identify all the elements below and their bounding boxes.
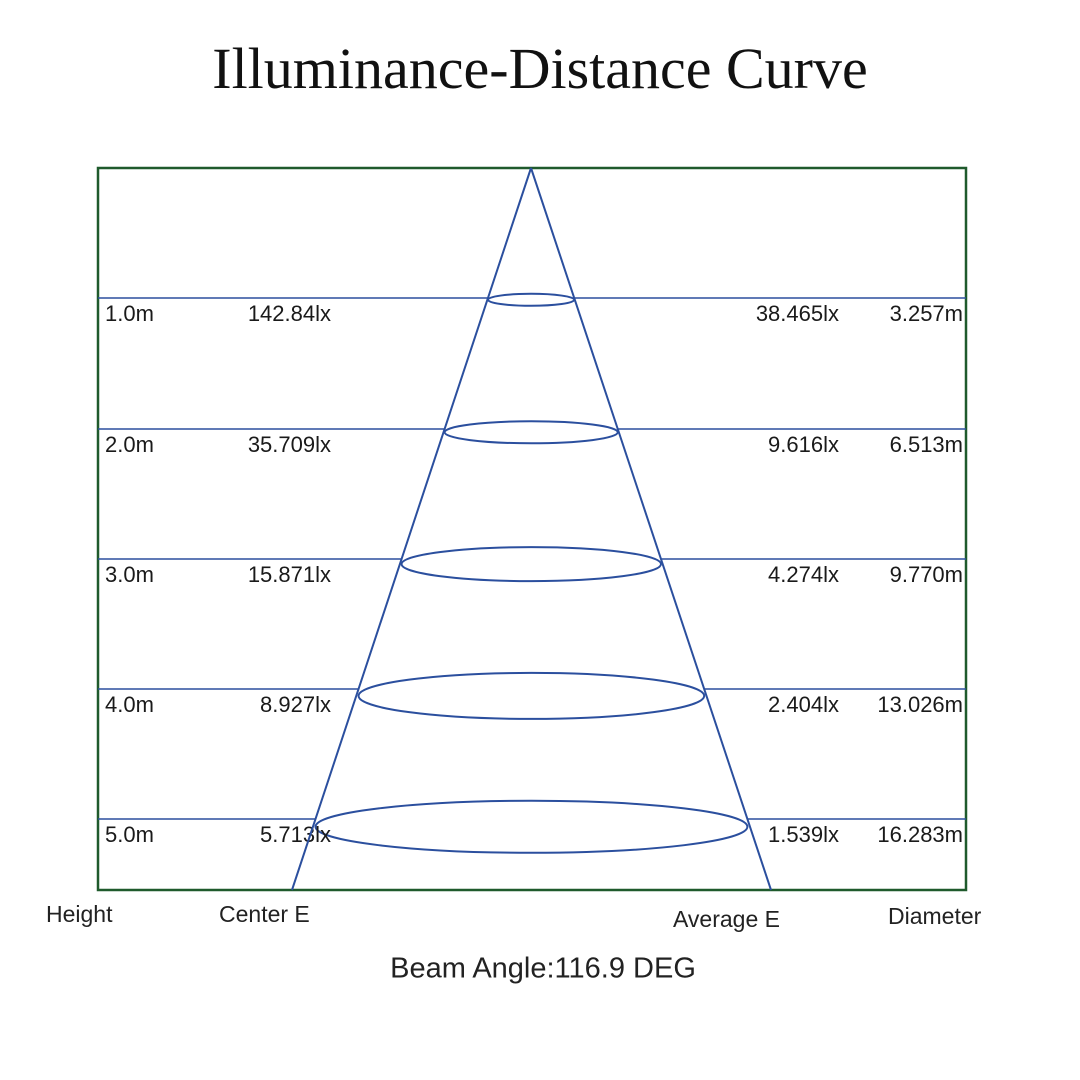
- average-label: 1.539lx: [768, 822, 839, 847]
- column-label: Diameter: [888, 903, 982, 929]
- column-label: Center E: [219, 901, 310, 927]
- beam-ellipse: [357, 671, 706, 720]
- center-label: 15.871lx: [248, 562, 331, 587]
- center-label: 5.713lx: [260, 822, 331, 847]
- beam-ellipse: [486, 292, 576, 307]
- diameter-label: 13.026m: [877, 692, 963, 717]
- beam-ellipse: [443, 420, 619, 445]
- column-label: Average E: [673, 906, 780, 932]
- column-label: Height: [46, 901, 113, 927]
- center-label: 35.709lx: [248, 432, 331, 457]
- center-label: 142.84lx: [248, 301, 331, 326]
- diameter-label: 9.770m: [890, 562, 963, 587]
- height-label: 3.0m: [105, 562, 154, 587]
- frame: [96, 166, 968, 892]
- cone-edge: [530, 167, 772, 891]
- cone-edge: [291, 167, 532, 891]
- average-label: 38.465lx: [756, 301, 839, 326]
- diameter-label: 3.257m: [890, 301, 963, 326]
- height-label: 2.0m: [105, 432, 154, 457]
- center-label: 8.927lx: [260, 692, 331, 717]
- average-label: 4.274lx: [768, 562, 839, 587]
- rows: 1.0m 142.84lx 38.465lx 3.257m 2.0m 35.709lx 9.…: [98, 292, 966, 854]
- average-label: 9.616lx: [768, 432, 839, 457]
- title: Illuminance-Distance Curve: [212, 36, 867, 101]
- height-label: 4.0m: [105, 692, 154, 717]
- beam-ellipse: [314, 799, 749, 854]
- height-label: 5.0m: [105, 822, 154, 847]
- diameter-label: 16.283m: [877, 822, 963, 847]
- average-label: 2.404lx: [768, 692, 839, 717]
- height-label: 1.0m: [105, 301, 154, 326]
- beam-ellipse: [400, 546, 662, 583]
- diameter-label: 6.513m: [890, 432, 963, 457]
- beam-angle: Beam Angle:116.9 DEG: [390, 953, 696, 985]
